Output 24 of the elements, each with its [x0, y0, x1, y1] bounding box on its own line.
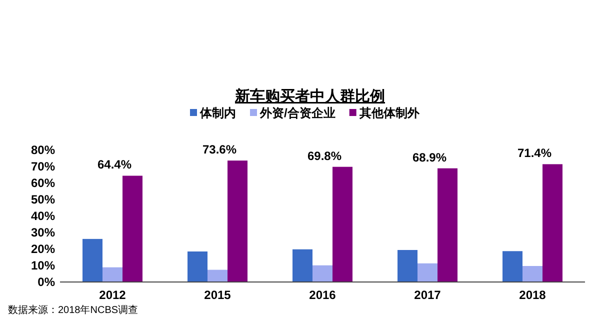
ytick: 50%	[30, 192, 55, 206]
xtick: 2017	[414, 288, 441, 302]
ytick: 80%	[30, 143, 55, 157]
xtick: 2016	[309, 288, 336, 302]
xtick: 2018	[519, 288, 546, 302]
data-label: 64.4%	[97, 158, 132, 172]
ytick: 0%	[38, 275, 55, 289]
data-label: 68.9%	[412, 150, 447, 164]
ytick: 20%	[30, 242, 55, 256]
data-label: 71.4%	[517, 146, 552, 160]
ytick: 70%	[30, 160, 55, 174]
legend-label: 外资/合资企业	[260, 106, 336, 120]
annotation: 数据来源：2018年NCBS调查	[8, 305, 138, 316]
xtick: 2015	[204, 288, 231, 302]
data-label: 69.8%	[307, 148, 342, 163]
ytick: 10%	[30, 258, 55, 272]
ytick: 60%	[30, 176, 55, 190]
ytick: 30%	[30, 226, 55, 240]
data-label: 73.6%	[202, 142, 237, 157]
legend-label: 体制内	[200, 106, 236, 120]
title: 新车购买者中人群比例	[235, 88, 385, 105]
legend-label: 其他体制外	[359, 106, 420, 120]
xtick: 2012	[99, 288, 126, 302]
ytick: 40%	[30, 209, 55, 223]
